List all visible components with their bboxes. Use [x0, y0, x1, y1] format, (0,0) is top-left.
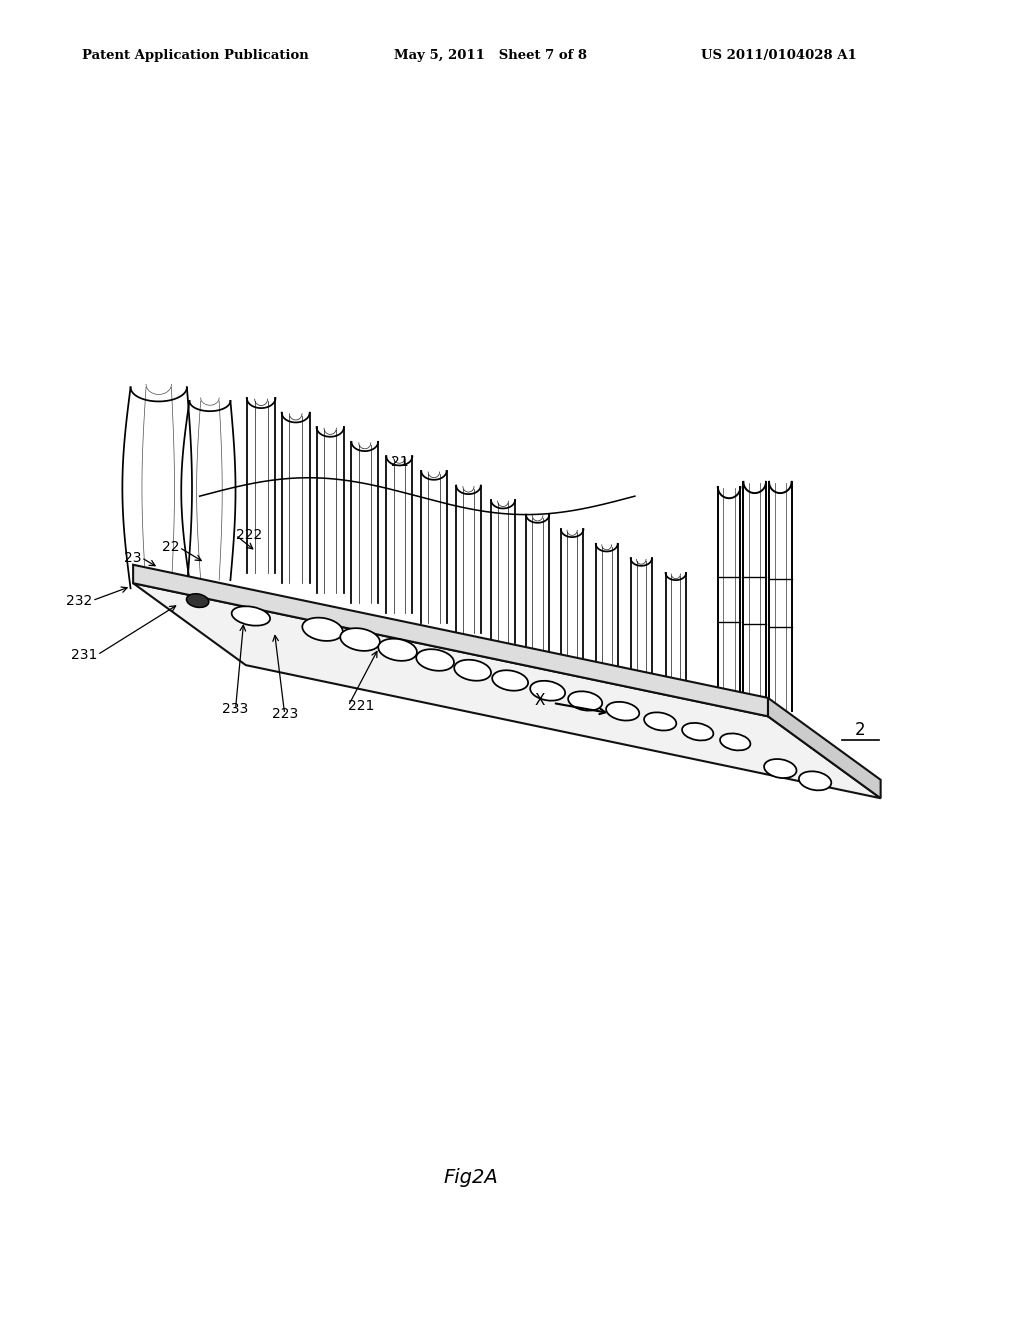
Text: 232: 232 — [66, 594, 92, 607]
Ellipse shape — [606, 702, 639, 721]
Text: X: X — [535, 693, 545, 709]
Ellipse shape — [799, 771, 831, 791]
Text: 2: 2 — [855, 721, 865, 739]
Ellipse shape — [378, 639, 417, 661]
Polygon shape — [768, 698, 881, 799]
Text: 233: 233 — [222, 702, 249, 717]
Text: 231: 231 — [71, 648, 97, 661]
Ellipse shape — [231, 606, 270, 626]
Polygon shape — [133, 565, 768, 717]
Text: 22: 22 — [162, 540, 179, 554]
Text: US 2011/0104028 A1: US 2011/0104028 A1 — [701, 49, 857, 62]
Text: 223: 223 — [271, 708, 298, 721]
Ellipse shape — [530, 681, 565, 701]
Ellipse shape — [416, 649, 454, 671]
Text: 222: 222 — [236, 528, 262, 543]
Text: May 5, 2011   Sheet 7 of 8: May 5, 2011 Sheet 7 of 8 — [394, 49, 587, 62]
Text: 23: 23 — [124, 550, 141, 565]
Ellipse shape — [720, 734, 751, 750]
Ellipse shape — [568, 692, 602, 710]
Ellipse shape — [455, 660, 492, 681]
Ellipse shape — [340, 628, 380, 651]
Polygon shape — [133, 583, 881, 799]
Text: Patent Application Publication: Patent Application Publication — [82, 49, 308, 62]
Ellipse shape — [493, 671, 528, 690]
Ellipse shape — [764, 759, 797, 777]
Text: 21: 21 — [390, 455, 409, 469]
Ellipse shape — [682, 723, 714, 741]
Text: 221: 221 — [348, 700, 375, 713]
Text: Fig2A: Fig2A — [443, 1168, 499, 1187]
Ellipse shape — [644, 713, 676, 730]
Ellipse shape — [186, 594, 209, 607]
Ellipse shape — [302, 618, 343, 642]
